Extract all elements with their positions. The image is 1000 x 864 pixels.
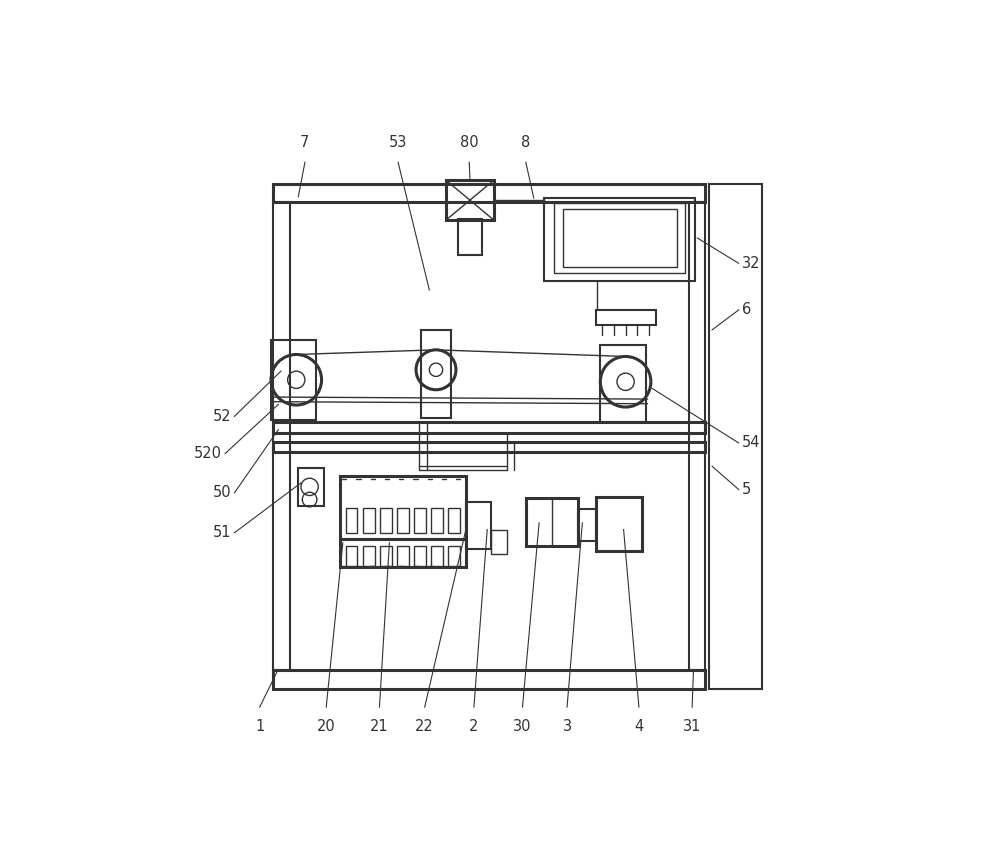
Bar [346,507,357,533]
Text: 52: 52 [212,409,231,424]
Text: 6: 6 [742,302,751,317]
Bar [709,183,762,689]
Bar [446,181,494,220]
Text: 32: 32 [742,256,761,270]
Text: 50: 50 [212,486,231,500]
Bar [363,507,375,533]
Text: 8: 8 [521,136,530,150]
Bar [600,346,646,422]
Bar [421,330,451,417]
Text: 51: 51 [213,525,231,540]
Bar [414,546,426,566]
Bar [273,422,705,433]
Bar [397,507,409,533]
Bar [271,340,316,420]
Text: 31: 31 [683,719,701,734]
Bar [397,546,409,566]
Bar [273,202,290,670]
Bar [596,497,642,551]
Bar [544,198,695,282]
Bar [340,476,466,539]
Bar [554,204,685,273]
Text: 1: 1 [255,719,264,734]
Text: 80: 80 [460,136,479,150]
Bar [491,530,507,554]
Bar [273,183,705,202]
Bar [466,501,491,550]
Bar [273,442,705,452]
Text: 30: 30 [513,719,532,734]
Text: 21: 21 [370,719,389,734]
Bar [380,507,392,533]
Text: 7: 7 [300,136,310,150]
Bar [526,499,578,546]
Text: 2: 2 [469,719,479,734]
Text: 3: 3 [562,719,572,734]
Bar [298,467,324,506]
Bar [578,509,596,541]
Bar [414,507,426,533]
Text: 22: 22 [415,719,434,734]
Text: 54: 54 [742,435,761,450]
Text: 20: 20 [317,719,336,734]
Bar [340,539,466,568]
Bar [689,202,705,670]
Bar [526,499,552,546]
Bar [458,219,482,255]
Bar [431,546,443,566]
Bar [346,546,357,566]
Bar [431,507,443,533]
Bar [448,507,460,533]
Bar [596,310,656,325]
Text: 520: 520 [194,446,222,461]
Text: 5: 5 [742,482,751,497]
Bar [448,546,460,566]
Bar [563,209,677,267]
Text: 53: 53 [389,136,407,150]
Bar [363,546,375,566]
Bar [273,670,705,689]
Text: 4: 4 [634,719,644,734]
Bar [380,546,392,566]
